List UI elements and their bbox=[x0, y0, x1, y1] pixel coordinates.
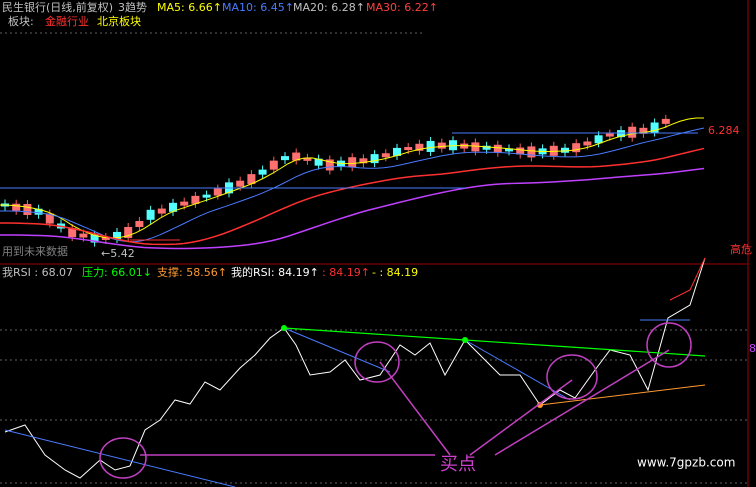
risk-label: 高危 bbox=[730, 242, 752, 256]
candle-body bbox=[605, 133, 614, 137]
candle-body bbox=[169, 202, 177, 212]
ma30-line bbox=[0, 167, 705, 250]
candle-body bbox=[113, 231, 121, 239]
candle-body bbox=[23, 203, 32, 215]
ma10-line bbox=[0, 127, 705, 243]
candle-body bbox=[258, 169, 267, 175]
ma5: MA5: 6.66↑ bbox=[157, 1, 222, 14]
candle-body bbox=[449, 140, 457, 151]
candle-body bbox=[157, 208, 166, 214]
ma5-line bbox=[0, 117, 704, 239]
candle-body bbox=[124, 226, 133, 238]
candle-body bbox=[359, 158, 368, 164]
sector: 北京板块 bbox=[97, 14, 141, 28]
ma10: MA10: 6.45↑ bbox=[222, 1, 294, 14]
my-rsi-label: 我的RSI: 84.19↑ bbox=[231, 265, 319, 279]
candle-body bbox=[661, 118, 670, 124]
candle-body bbox=[437, 142, 446, 149]
ma20: MA20: 6.28↑ bbox=[293, 1, 365, 14]
candle-body bbox=[594, 135, 603, 144]
candle-body bbox=[549, 145, 558, 156]
support-line bbox=[539, 384, 706, 406]
star-marker bbox=[462, 337, 468, 343]
annotation-arrow bbox=[469, 379, 573, 456]
ma30: MA30: 6.22↑ bbox=[366, 1, 438, 14]
candle-body bbox=[426, 140, 435, 152]
rsi-extra: : 84.19↑ bbox=[322, 266, 370, 279]
candle-body bbox=[370, 154, 379, 164]
candle-body bbox=[650, 122, 659, 133]
star-marker bbox=[537, 402, 543, 408]
candle-body bbox=[90, 234, 99, 243]
trend-line bbox=[283, 327, 391, 373]
candle-body bbox=[404, 147, 413, 151]
candle-body bbox=[639, 127, 648, 134]
star-marker bbox=[281, 325, 287, 331]
note: 用到未来数据 bbox=[2, 244, 68, 258]
annotation-arrow bbox=[379, 361, 451, 456]
candle-body bbox=[617, 130, 625, 138]
candle-body bbox=[628, 126, 637, 138]
candle-body bbox=[213, 188, 222, 196]
candle-body bbox=[527, 146, 536, 158]
candle-body bbox=[516, 147, 525, 155]
sector-label: 板块: bbox=[8, 14, 34, 28]
candle-body bbox=[415, 143, 424, 151]
highlight-circle bbox=[646, 322, 692, 368]
highlight-circle bbox=[546, 354, 598, 400]
candle-body bbox=[146, 209, 155, 220]
ma20-line bbox=[0, 147, 705, 246]
candle-body bbox=[325, 159, 334, 171]
candle-body bbox=[45, 213, 54, 224]
candle-body bbox=[393, 147, 401, 156]
watermark: www.7gpzb.com bbox=[637, 456, 735, 470]
candle-body bbox=[348, 157, 357, 168]
rsi-label: 我RSI : 68.07 bbox=[2, 266, 73, 279]
stock-title: 民生银行(日线,前复权) bbox=[2, 0, 113, 14]
candle-body bbox=[493, 144, 502, 153]
candle-body bbox=[572, 143, 581, 153]
candle-body bbox=[583, 141, 592, 146]
low-label: ←5.42 bbox=[101, 247, 135, 260]
candle-body bbox=[471, 142, 480, 152]
candle-body bbox=[292, 152, 301, 161]
rsi-high bbox=[669, 257, 706, 301]
candle-body bbox=[191, 195, 200, 204]
candle-body bbox=[101, 236, 110, 240]
candle-body bbox=[505, 148, 513, 152]
sector: 金融行业 bbox=[45, 14, 89, 28]
candle-body bbox=[12, 203, 21, 211]
rsi-extra: - : 84.19 bbox=[372, 266, 418, 279]
candle-body bbox=[247, 174, 256, 185]
candle-body bbox=[68, 228, 77, 238]
candle-body bbox=[180, 201, 189, 206]
candle-body bbox=[381, 153, 390, 158]
candle-body bbox=[236, 180, 245, 187]
trend-line bbox=[4, 429, 236, 487]
candle-body bbox=[303, 157, 312, 161]
candle-body bbox=[34, 208, 43, 215]
candle-body bbox=[135, 221, 144, 228]
candle-body bbox=[561, 147, 569, 153]
candle-body bbox=[79, 233, 88, 238]
right-mark: 8 bbox=[749, 342, 756, 355]
candle-body bbox=[269, 160, 278, 170]
annotation-arrow bbox=[494, 349, 670, 456]
candle-body bbox=[281, 156, 289, 161]
highlight-circle bbox=[99, 437, 147, 479]
pressure-label: 压力: 66.01↓ bbox=[82, 266, 152, 279]
candle-body bbox=[314, 158, 323, 166]
candle-body bbox=[482, 145, 491, 150]
indicator-name: 3趋势 bbox=[118, 1, 147, 14]
rsi-line bbox=[4, 257, 706, 479]
buy-point-label: 买点 bbox=[440, 454, 476, 475]
plot-area bbox=[0, 114, 706, 487]
highlight-circle bbox=[354, 341, 400, 383]
support-label: 支撑: 58.56↑ bbox=[157, 265, 227, 279]
high-label: 6.284 bbox=[708, 124, 740, 137]
candle-body bbox=[202, 194, 211, 198]
